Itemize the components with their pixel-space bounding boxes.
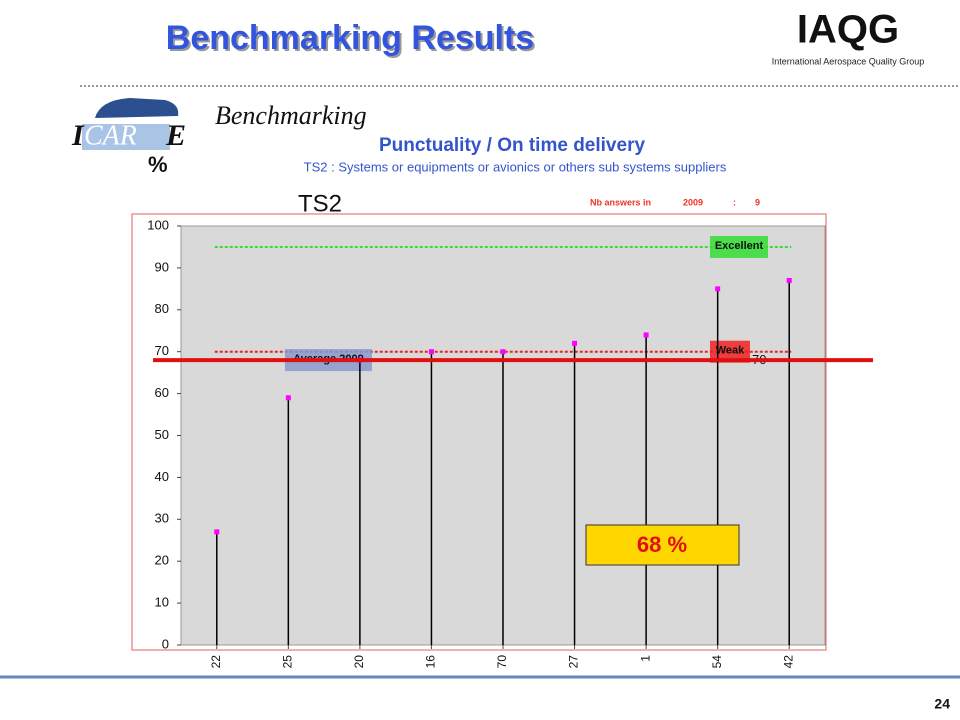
chart-subtitle: TS2 : Systems or equipments or avionics … (304, 159, 727, 174)
logo: IAQG (797, 8, 899, 52)
answers-year: 2009 (683, 197, 703, 207)
page-number: 24 (934, 696, 950, 712)
y-tick-label: 0 (162, 636, 169, 651)
logo-car: CAR (84, 120, 137, 151)
plot: 0102030405060708090100ExcellentWeakAvera… (147, 217, 873, 668)
x-tick-label: 25 (281, 655, 295, 669)
y-tick-label: 20 (155, 553, 169, 568)
answers-sep: : (733, 197, 736, 207)
car-shape (95, 98, 179, 118)
y-tick-label: 80 (155, 301, 169, 316)
y-tick-label: 30 (155, 511, 169, 526)
answers-count: 9 (755, 197, 760, 207)
logo-subtitle: International Aerospace Quality Group (772, 56, 925, 66)
x-tick-label: 70 (495, 655, 509, 669)
percent: % (148, 152, 168, 177)
x-tick-label: 20 (352, 655, 366, 669)
highlight-label: 68 % (637, 532, 687, 557)
logo-i: I (71, 119, 85, 152)
chart-title: Punctuality / On time delivery (379, 135, 646, 156)
title-shadow: Benchmarking Results (168, 21, 536, 59)
y-tick-label: 40 (155, 469, 169, 484)
x-tick-label: 1 (638, 655, 652, 662)
x-tick-label: 42 (781, 655, 795, 669)
logo-e: E (165, 119, 186, 152)
y-tick-label: 100 (147, 217, 169, 232)
highlight-box (585, 524, 740, 566)
x-tick-label: 16 (424, 655, 438, 669)
x-tick-label: 22 (209, 655, 223, 669)
x-tick-label: 54 (710, 655, 724, 669)
y-tick-label: 10 (155, 595, 169, 610)
marker (572, 340, 578, 346)
reference-box (710, 340, 750, 363)
y-tick-label: 70 (155, 343, 169, 358)
x-tick-label: 27 (567, 655, 581, 669)
marker (214, 529, 220, 535)
group-label: TS2 (298, 190, 342, 217)
reference-label: Weak (716, 345, 745, 357)
icare-logo: I CAR E (71, 98, 186, 152)
marker (428, 349, 434, 355)
marker (643, 332, 649, 338)
benchmarking-label: Benchmarking (215, 101, 367, 130)
y-tick-label: 60 (155, 385, 169, 400)
marker (285, 395, 291, 401)
marker (500, 349, 506, 355)
reference-box (710, 235, 768, 258)
slide-title: Benchmarking Results (166, 19, 534, 57)
logo-band (82, 124, 170, 150)
marker (786, 277, 792, 283)
answers-label: Nb answers in (590, 197, 651, 207)
y-tick-label: 50 (155, 427, 169, 442)
marker (715, 286, 721, 292)
reference-label: Excellent (715, 240, 764, 252)
y-tick-label: 90 (155, 259, 169, 274)
